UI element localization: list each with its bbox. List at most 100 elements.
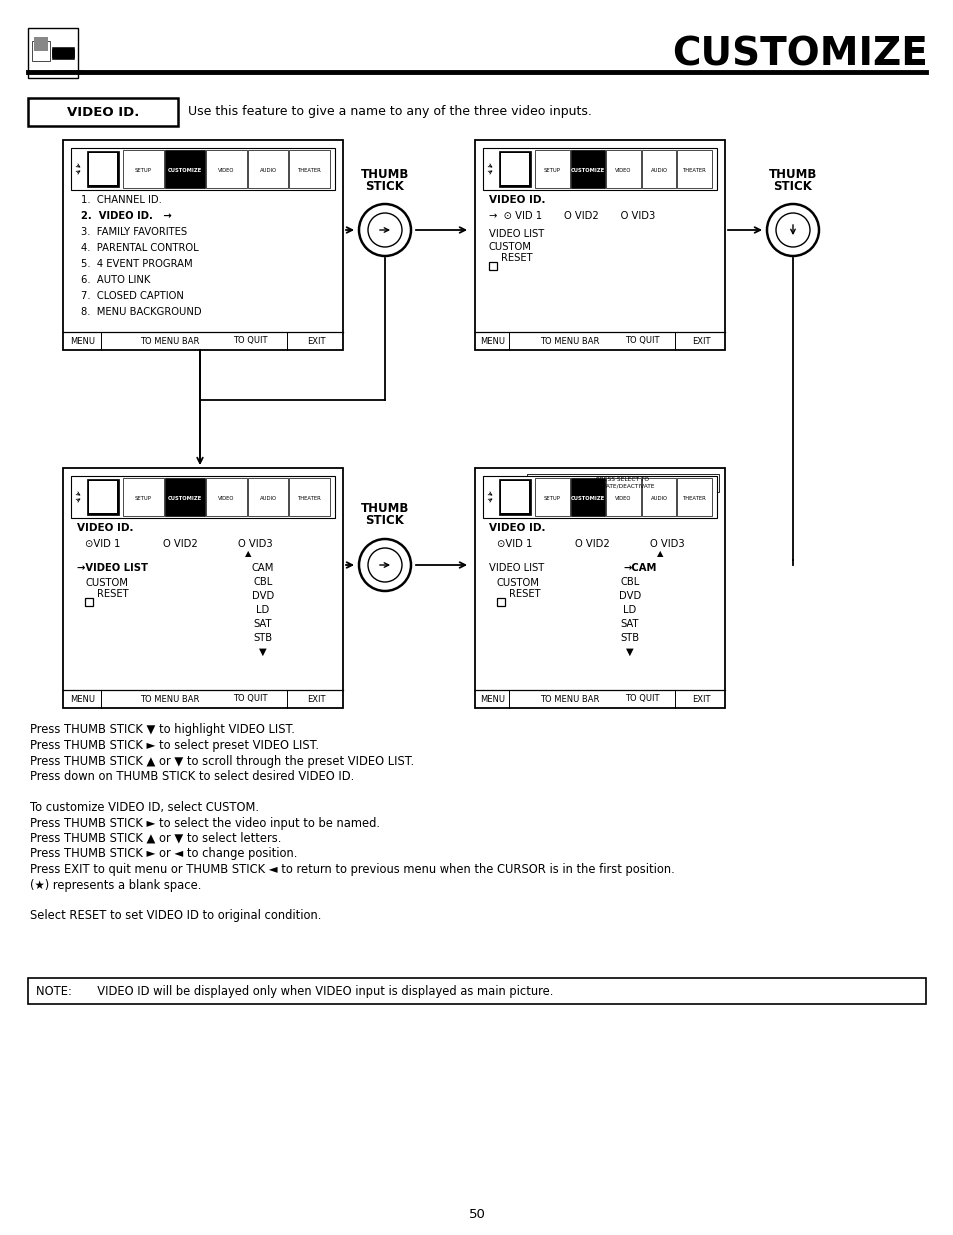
Text: VIDEO: VIDEO [615,495,631,500]
Text: Press THUMB STICK ► to select the video input to be named.: Press THUMB STICK ► to select the video … [30,816,379,830]
Text: O VID2: O VID2 [163,538,197,550]
Text: RESET: RESET [97,589,129,599]
Text: DVD: DVD [252,592,274,601]
Text: →CAM: →CAM [622,563,656,573]
Bar [165,149,205,188]
Text: EXIT: EXIT [691,694,710,704]
Bar [605,149,640,188]
Text: CUSTOMIZE: CUSTOMIZE [168,495,202,500]
Text: PRESS SELECT TO
ACTIVATE/DEACTIVATE: PRESS SELECT TO ACTIVATE/DEACTIVATE [590,478,655,489]
Text: CUSTOM: CUSTOM [497,578,539,588]
Bar [535,149,569,188]
Text: THEATER: THEATER [297,168,321,173]
Text: Select RESET to set VIDEO ID to original condition.: Select RESET to set VIDEO ID to original… [30,909,321,923]
Text: SAT: SAT [253,619,272,629]
Text: CUSTOMIZE: CUSTOMIZE [53,70,85,75]
Bar [500,480,529,513]
Text: 50: 50 [468,1209,485,1221]
Text: To customize VIDEO ID, select CUSTOM.: To customize VIDEO ID, select CUSTOM. [30,802,258,814]
Text: DVD: DVD [618,592,640,601]
Text: MENU: MENU [70,694,95,704]
Text: THEATER: THEATER [297,495,321,500]
Text: VIDEO ID.: VIDEO ID. [489,195,545,205]
Text: Press THUMB STICK ► to select preset VIDEO LIST.: Press THUMB STICK ► to select preset VID… [30,739,318,752]
Text: Press EXIT to quit menu or THUMB STICK ◄ to return to previous menu when the CUR: Press EXIT to quit menu or THUMB STICK ◄… [30,863,674,876]
Text: 1.  CHANNEL ID.: 1. CHANNEL ID. [81,195,162,205]
Text: 6.  AUTO LINK: 6. AUTO LINK [81,275,151,285]
Text: TO QUIT: TO QUIT [624,694,659,704]
Text: THEATER: THEATER [682,495,706,500]
Text: EXIT: EXIT [307,336,325,346]
Text: VIDEO: VIDEO [218,168,234,173]
Bar [206,478,247,516]
Text: CUSTOMIZE: CUSTOMIZE [168,168,202,173]
Bar [475,468,724,708]
Bar [497,598,504,606]
Bar [677,478,711,516]
Text: CUSTOMIZE: CUSTOMIZE [570,495,604,500]
Bar [71,475,335,517]
Text: Use this feature to give a name to any of the three video inputs.: Use this feature to give a name to any o… [188,105,591,119]
Text: THUMB: THUMB [360,501,409,515]
Text: TO MENU BAR: TO MENU BAR [539,694,599,704]
Bar [52,49,74,59]
Text: NOTE:       VIDEO ID will be displayed only when VIDEO input is displayed as mai: NOTE: VIDEO ID will be displayed only wh… [36,984,553,998]
Bar [535,478,569,516]
Text: TO MENU BAR: TO MENU BAR [139,694,199,704]
Text: ▲: ▲ [656,550,662,558]
Text: VIDEO ID.: VIDEO ID. [67,105,139,119]
Bar [641,478,676,516]
Text: AUDIO: AUDIO [259,168,276,173]
Bar [526,474,719,492]
Text: CBL: CBL [619,577,639,587]
Text: CUSTOM: CUSTOM [85,578,128,588]
Bar [248,478,288,516]
Bar [123,478,163,516]
Text: →VIDEO LIST: →VIDEO LIST [77,563,148,573]
Text: CAM: CAM [252,563,274,573]
Bar [475,140,724,350]
Bar [289,149,330,188]
Bar [165,478,205,516]
Text: VIDEO LIST: VIDEO LIST [489,228,543,240]
Text: VIDEO: VIDEO [218,495,234,500]
Bar [500,153,529,185]
Bar [63,140,343,350]
Bar [289,478,330,516]
Text: TO MENU BAR: TO MENU BAR [139,336,199,346]
Bar [32,41,50,61]
Text: SETUP: SETUP [543,495,560,500]
Text: THEATER: THEATER [682,168,706,173]
Bar [489,262,497,270]
Bar [482,148,717,190]
Text: 5.  4 EVENT PROGRAM: 5. 4 EVENT PROGRAM [81,259,193,269]
Text: SETUP: SETUP [134,168,152,173]
Text: ⊙VID 1: ⊙VID 1 [497,538,532,550]
Bar [498,479,531,515]
Text: O VID2: O VID2 [575,538,609,550]
Text: STB: STB [253,634,273,643]
Text: 8.  MENU BACKGROUND: 8. MENU BACKGROUND [81,308,201,317]
Text: RESET: RESET [509,589,540,599]
Bar [570,149,604,188]
Bar [34,37,48,51]
Text: SETUP: SETUP [543,168,560,173]
Text: Press down on THUMB STICK to select desired VIDEO ID.: Press down on THUMB STICK to select desi… [30,769,354,783]
Bar [570,478,604,516]
Text: O VID3: O VID3 [649,538,684,550]
Bar [87,479,119,515]
Text: Press THUMB STICK ▼ to highlight VIDEO LIST.: Press THUMB STICK ▼ to highlight VIDEO L… [30,724,294,736]
Text: AUDIO: AUDIO [259,495,276,500]
Text: →  ⊙ VID 1       O VID2       O VID3: → ⊙ VID 1 O VID2 O VID3 [489,211,655,221]
Text: TO QUIT: TO QUIT [624,336,659,346]
Text: EXIT: EXIT [691,336,710,346]
Text: MENU: MENU [70,336,95,346]
Bar [206,149,247,188]
Bar [28,98,178,126]
Text: CBL: CBL [253,577,273,587]
Text: AUDIO: AUDIO [650,495,667,500]
Text: STICK: STICK [365,180,404,194]
Text: 3.  FAMILY FAVORITES: 3. FAMILY FAVORITES [81,227,187,237]
Text: RESET: RESET [500,253,532,263]
Text: THUMB: THUMB [360,168,409,182]
